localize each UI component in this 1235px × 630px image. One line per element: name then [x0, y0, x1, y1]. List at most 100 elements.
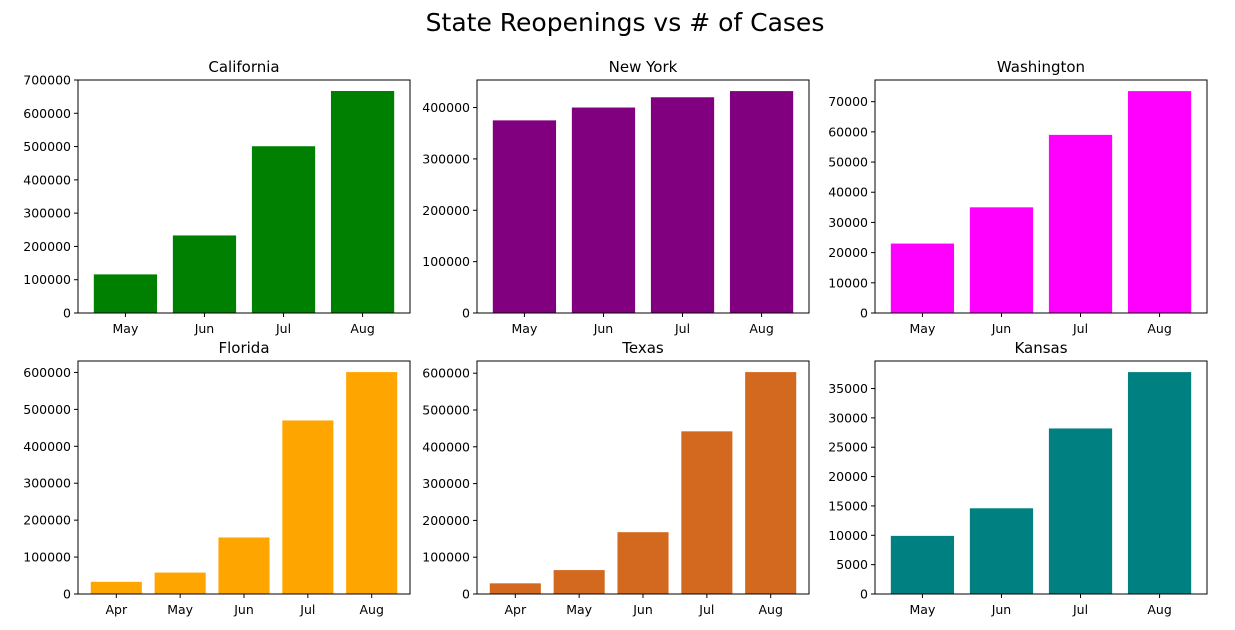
x-tick-label: Jul: [1072, 321, 1088, 336]
x-tick-label: Jun: [991, 602, 1012, 617]
y-tick-label: 600000: [422, 366, 470, 381]
x-tick-label: Jul: [674, 321, 690, 336]
x-tick-label: Jun: [233, 602, 254, 617]
x-tick-label: Jul: [698, 602, 714, 617]
axes-frame: [476, 79, 810, 314]
y-tick-label: 0: [63, 306, 71, 321]
bar-florida-may: [154, 572, 206, 594]
subplot-title: Washington: [997, 58, 1085, 76]
x-tick-label: May: [910, 321, 936, 336]
y-tick-label: 200000: [23, 513, 71, 528]
axes-frame: [77, 79, 411, 314]
subplot-title: California: [208, 58, 279, 76]
x-tick-label: May: [512, 321, 538, 336]
bar-florida-apr: [90, 581, 142, 594]
axes-frame: [77, 360, 411, 595]
subplot-title: New York: [609, 58, 678, 76]
x-tick-label: Jun: [991, 321, 1012, 336]
bar-california-may: [93, 274, 158, 313]
y-tick-label: 300000: [23, 476, 71, 491]
y-tick-label: 500000: [23, 402, 71, 417]
y-tick-label: 0: [860, 587, 868, 602]
bar-washington-may: [890, 243, 955, 313]
y-tick-label: 400000: [23, 439, 71, 454]
subplot-title: Texas: [621, 339, 664, 357]
bar-new-york-jun: [571, 107, 636, 313]
y-tick-label: 500000: [422, 402, 470, 417]
x-tick-label: Apr: [504, 602, 526, 617]
y-tick-label: 300000: [23, 206, 71, 221]
x-tick-label: May: [113, 321, 139, 336]
bar-texas-jun: [617, 532, 669, 594]
bar-texas-may: [553, 570, 605, 594]
bar-florida-aug: [346, 372, 398, 594]
y-tick-label: 15000: [828, 498, 868, 513]
bar-new-york-aug: [729, 91, 794, 313]
y-tick-label: 200000: [422, 513, 470, 528]
bar-california-aug: [330, 90, 395, 313]
bar-new-york-may: [492, 120, 557, 314]
y-tick-label: 100000: [422, 550, 470, 565]
x-tick-label: May: [910, 602, 936, 617]
bar-texas-aug: [745, 372, 797, 594]
y-tick-label: 20000: [828, 469, 868, 484]
y-tick-label: 600000: [23, 106, 71, 121]
x-tick-label: Jul: [1072, 602, 1088, 617]
subplot-california: California May Jun Jul Aug 0 100000 200000 30000…: [23, 58, 411, 336]
y-tick-label: 400000: [23, 172, 71, 187]
x-tick-label: Jul: [299, 602, 315, 617]
y-tick-label: 30000: [828, 215, 868, 230]
subplot-title: Florida: [218, 339, 269, 357]
x-tick-label: Aug: [1147, 602, 1171, 617]
bar-washington-jul: [1048, 134, 1113, 313]
y-tick-label: 100000: [422, 254, 470, 269]
bar-washington-jun: [969, 207, 1034, 313]
subplot-washington: Washington May Jun Jul Aug 0 10000 20000 30000 40…: [828, 58, 1208, 336]
y-tick-label: 50000: [828, 155, 868, 170]
axes-frame: [476, 360, 810, 595]
bar-kansas-aug: [1127, 372, 1192, 594]
y-tick-label: 300000: [422, 151, 470, 166]
x-tick-label: May: [566, 602, 592, 617]
bar-washington-aug: [1127, 91, 1192, 313]
bar-kansas-may: [890, 535, 955, 594]
axes-frame: [874, 360, 1208, 595]
subplot-texas: Texas Apr May Jun Jul Aug 0 100000 200000 300000 4…: [422, 339, 810, 617]
y-tick-label: 200000: [422, 203, 470, 218]
y-tick-label: 5000: [836, 557, 868, 572]
y-tick-label: 700000: [23, 73, 71, 88]
bar-new-york-jul: [650, 97, 715, 313]
bar-california-jul: [251, 146, 316, 313]
x-tick-label: Apr: [105, 602, 127, 617]
y-tick-label: 0: [860, 306, 868, 321]
subplot-title: Kansas: [1014, 339, 1067, 357]
y-tick-label: 0: [462, 306, 470, 321]
subplot-new-york: New York May Jun Jul Aug 0 100000 200000 300000 4…: [422, 58, 810, 336]
x-tick-label: Aug: [350, 321, 374, 336]
y-tick-label: 500000: [23, 139, 71, 154]
y-tick-label: 300000: [422, 476, 470, 491]
x-tick-label: Aug: [359, 602, 383, 617]
bar-texas-apr: [489, 583, 541, 594]
y-tick-label: 0: [462, 587, 470, 602]
y-tick-label: 100000: [23, 550, 71, 565]
axes-frame: [874, 79, 1208, 314]
y-tick-label: 0: [63, 587, 71, 602]
y-tick-label: 20000: [828, 245, 868, 260]
y-tick-label: 400000: [422, 439, 470, 454]
y-tick-label: 25000: [828, 440, 868, 455]
bar-florida-jul: [282, 420, 334, 594]
y-tick-label: 600000: [23, 365, 71, 380]
x-tick-label: Aug: [749, 321, 773, 336]
x-tick-label: May: [167, 602, 193, 617]
y-tick-label: 400000: [422, 100, 470, 115]
x-tick-label: Jun: [632, 602, 653, 617]
x-tick-label: Aug: [758, 602, 782, 617]
y-tick-label: 10000: [828, 528, 868, 543]
bar-florida-jun: [218, 537, 270, 594]
bar-kansas-jun: [969, 508, 1034, 594]
y-tick-label: 70000: [828, 94, 868, 109]
y-tick-label: 30000: [828, 410, 868, 425]
y-tick-label: 35000: [828, 381, 868, 396]
